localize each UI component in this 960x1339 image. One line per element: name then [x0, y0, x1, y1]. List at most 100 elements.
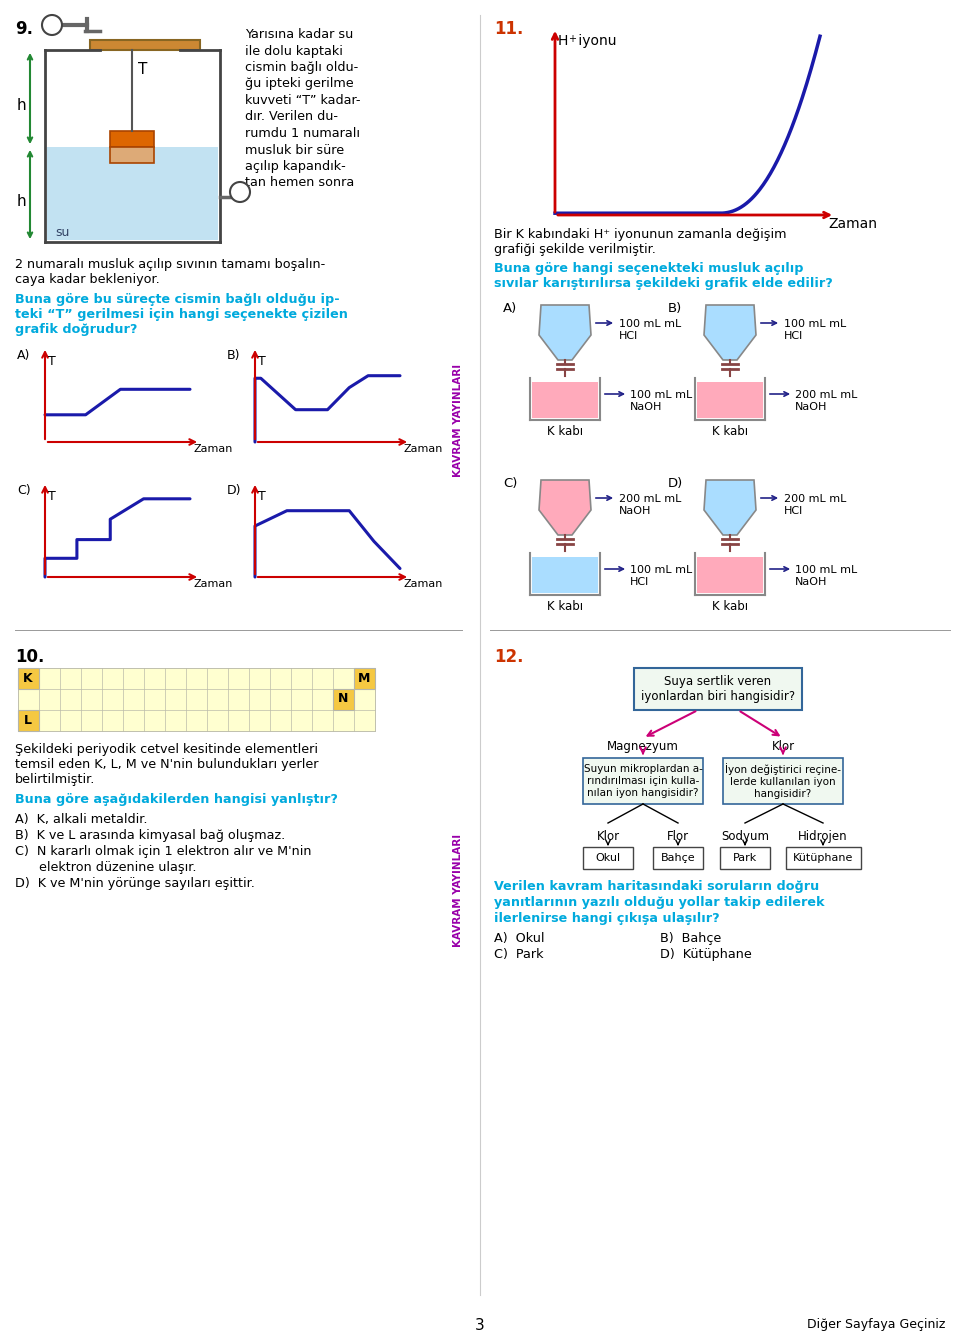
Text: Bir K kabındaki H⁺ iyonunun zamanla değişim: Bir K kabındaki H⁺ iyonunun zamanla deği…: [494, 228, 786, 241]
Text: K: K: [23, 671, 33, 684]
Text: Zaman: Zaman: [828, 217, 877, 232]
Polygon shape: [704, 305, 756, 360]
Text: D)  Kütüphane: D) Kütüphane: [660, 948, 752, 961]
Text: D)  K ve M'nin yörünge sayıları eşittir.: D) K ve M'nin yörünge sayıları eşittir.: [15, 877, 254, 890]
Text: musluk bir süre: musluk bir süre: [245, 143, 344, 157]
Text: Magnezyum: Magnezyum: [607, 740, 679, 753]
Text: K kabı: K kabı: [547, 600, 583, 613]
Text: elektron düzenine ulaşır.: elektron düzenine ulaşır.: [15, 861, 197, 874]
Text: Park: Park: [732, 853, 757, 864]
Polygon shape: [110, 147, 154, 163]
Text: dır. Verilen du-: dır. Verilen du-: [245, 111, 338, 123]
Text: H: H: [558, 33, 568, 48]
Text: kuvveti “T” kadar-: kuvveti “T” kadar-: [245, 94, 361, 107]
Text: NaOH: NaOH: [795, 402, 828, 412]
Text: 100 mL mL: 100 mL mL: [619, 319, 682, 329]
Text: tan hemen sonra: tan hemen sonra: [245, 177, 354, 190]
Text: A): A): [503, 303, 517, 315]
Text: A)  Okul: A) Okul: [494, 932, 544, 945]
Text: T: T: [48, 490, 56, 503]
Text: T: T: [138, 62, 148, 78]
Text: grafik doğrudur?: grafik doğrudur?: [15, 323, 137, 336]
Text: KAVRAM YAYINLARI: KAVRAM YAYINLARI: [453, 833, 463, 947]
Text: ile dolu kaptaki: ile dolu kaptaki: [245, 44, 343, 58]
Polygon shape: [697, 557, 763, 593]
Text: 1: 1: [49, 20, 56, 29]
Text: ilerlenirse hangi çıkışa ulaşılır?: ilerlenirse hangi çıkışa ulaşılır?: [494, 912, 720, 925]
Text: D): D): [668, 477, 684, 490]
Text: HCl: HCl: [784, 331, 804, 341]
Text: HCl: HCl: [784, 506, 804, 516]
Text: 10.: 10.: [15, 648, 44, 665]
Text: 200 mL mL: 200 mL mL: [784, 494, 847, 503]
Text: Klor: Klor: [596, 830, 619, 844]
Text: Diğer Sayfaya Geçiniz: Diğer Sayfaya Geçiniz: [806, 1318, 945, 1331]
Bar: [90, 40, 200, 50]
Text: NaOH: NaOH: [795, 577, 828, 586]
Text: su: su: [55, 226, 69, 238]
Text: 100 mL mL: 100 mL mL: [630, 565, 692, 574]
Text: M: M: [358, 671, 371, 684]
Text: sıvılar karıştırılırsa şekildeki grafik elde edilir?: sıvılar karıştırılırsa şekildeki grafik …: [494, 277, 832, 291]
Text: T: T: [48, 355, 56, 368]
Text: C)  Park: C) Park: [494, 948, 543, 961]
Bar: [333, 690, 354, 710]
Text: Hidrojen: Hidrojen: [798, 830, 848, 844]
Text: HCl: HCl: [630, 577, 649, 586]
Text: HCl: HCl: [619, 331, 638, 341]
Text: NaOH: NaOH: [630, 402, 662, 412]
Text: Buna göre aşağıdakilerden hangisi yanlıştır?: Buna göre aşağıdakilerden hangisi yanlış…: [15, 793, 338, 806]
Text: T: T: [258, 490, 266, 503]
Bar: [18, 710, 39, 731]
Text: C)  N kararlı olmak için 1 elektron alır ve M'nin: C) N kararlı olmak için 1 elektron alır …: [15, 845, 311, 858]
Polygon shape: [697, 382, 763, 418]
Text: 12.: 12.: [494, 648, 523, 665]
Bar: [18, 668, 39, 690]
Text: h: h: [17, 98, 27, 112]
Text: 3: 3: [475, 1318, 485, 1334]
Text: B): B): [668, 303, 683, 315]
FancyBboxPatch shape: [720, 848, 770, 869]
Text: Kütüphane: Kütüphane: [793, 853, 853, 864]
Text: iyonu: iyonu: [574, 33, 616, 48]
Polygon shape: [539, 305, 591, 360]
Text: temsil eden K, L, M ve N'nin bulundukları yerler: temsil eden K, L, M ve N'nin bulunduklar…: [15, 758, 319, 771]
Text: Sodyum: Sodyum: [721, 830, 769, 844]
Bar: [354, 668, 375, 690]
Circle shape: [42, 15, 62, 35]
Text: 11.: 11.: [494, 20, 523, 37]
Text: 9.: 9.: [15, 20, 33, 37]
Text: grafiği şekilde verilmiştir.: grafiği şekilde verilmiştir.: [494, 242, 656, 256]
FancyBboxPatch shape: [634, 668, 802, 710]
Text: Zaman: Zaman: [194, 445, 233, 454]
Text: Şekildeki periyodik cetvel kesitinde elementleri: Şekildeki periyodik cetvel kesitinde ele…: [15, 743, 318, 757]
Text: 100 mL mL: 100 mL mL: [784, 319, 847, 329]
FancyBboxPatch shape: [786, 848, 861, 869]
Text: caya kadar bekleniyor.: caya kadar bekleniyor.: [15, 273, 159, 287]
FancyBboxPatch shape: [723, 758, 843, 803]
Text: rumdu 1 numaralı: rumdu 1 numaralı: [245, 127, 360, 141]
Text: teki “T” gerilmesi için hangi seçenekte çizilen: teki “T” gerilmesi için hangi seçenekte …: [15, 308, 348, 321]
Polygon shape: [532, 382, 598, 418]
Text: +: +: [568, 33, 576, 44]
Polygon shape: [110, 131, 154, 147]
Text: 200 mL mL: 200 mL mL: [619, 494, 682, 503]
Text: Zaman: Zaman: [404, 578, 444, 589]
Text: C): C): [503, 477, 517, 490]
Polygon shape: [532, 557, 598, 593]
Polygon shape: [47, 147, 218, 240]
Text: Suyun mikroplardan a-
rındırılması için kulla-
nılan iyon hangisidir?: Suyun mikroplardan a- rındırılması için …: [584, 765, 703, 798]
Text: B)  Bahçe: B) Bahçe: [660, 932, 721, 945]
FancyBboxPatch shape: [583, 848, 633, 869]
Text: B): B): [227, 349, 241, 362]
Text: A)  K, alkali metaldir.: A) K, alkali metaldir.: [15, 813, 148, 826]
Polygon shape: [539, 479, 591, 536]
Text: Buna göre hangi seçenekteki musluk açılıp: Buna göre hangi seçenekteki musluk açılı…: [494, 262, 804, 274]
Text: Zaman: Zaman: [404, 445, 444, 454]
Text: Zaman: Zaman: [194, 578, 233, 589]
Text: Bahçe: Bahçe: [660, 853, 695, 864]
Text: Suya sertlik veren
iyonlardan biri hangisidir?: Suya sertlik veren iyonlardan biri hangi…: [641, 675, 795, 703]
FancyBboxPatch shape: [583, 758, 703, 803]
Text: 100 mL mL: 100 mL mL: [795, 565, 857, 574]
Polygon shape: [704, 479, 756, 536]
